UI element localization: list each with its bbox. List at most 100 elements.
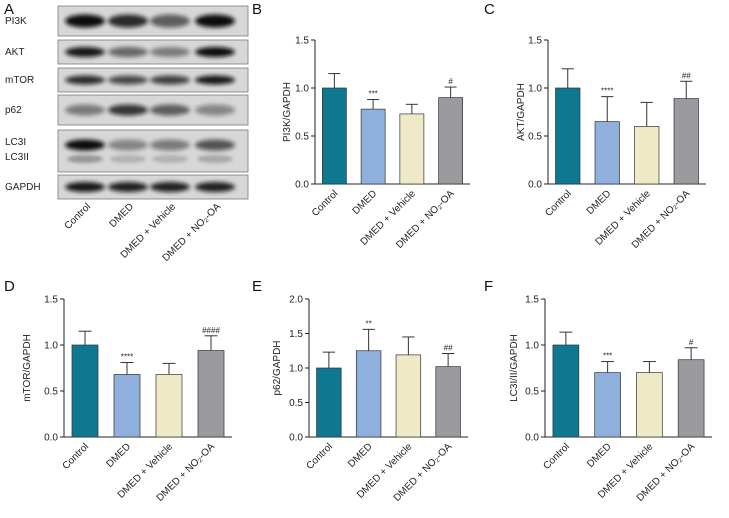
y-axis-label: AKT/GAPDH — [516, 83, 527, 141]
y-tick-label: 0.0 — [528, 180, 542, 191]
bar — [322, 87, 347, 185]
blot-band — [108, 47, 148, 57]
blot-band — [195, 104, 235, 116]
y-tick-label: 1.0 — [525, 341, 539, 352]
panel-letter-c: C — [484, 1, 495, 18]
significance-label: **** — [121, 352, 133, 361]
blot-band — [195, 47, 235, 57]
significance-label: # — [689, 338, 694, 347]
y-tick-label: 1.5 — [295, 36, 309, 47]
y-tick-label: 1.0 — [44, 341, 58, 352]
y-tick-label: 0.0 — [289, 433, 303, 444]
bar — [438, 97, 463, 185]
bar — [555, 87, 581, 185]
category-label: DMED — [585, 441, 614, 470]
significance-label: #### — [202, 326, 220, 335]
y-axis-label: p62/GAPDH — [272, 340, 283, 395]
bar — [636, 372, 663, 438]
y-axis-label: LC3I/II/GAPDH — [509, 334, 520, 402]
blot-row-label: GAPDH — [5, 182, 41, 193]
bar — [673, 98, 699, 185]
bar-chart-c: C0.00.51.01.5AKT/GAPDHControl****DMEDDME… — [484, 1, 706, 251]
blot-band — [108, 14, 148, 28]
blot-image — [57, 5, 249, 200]
blot-row-label: PI3K — [5, 16, 27, 27]
blot-band — [65, 104, 105, 116]
category-label: Control — [543, 188, 574, 219]
blot-row-label: LC3I — [5, 137, 26, 148]
y-axis-label: mTOR/GAPDH — [22, 334, 33, 402]
bar — [552, 344, 580, 438]
bar — [594, 121, 620, 185]
bar — [399, 113, 425, 185]
bar — [435, 366, 461, 438]
blot-row-labels: PI3K AKT mTOR p62 LC3I LC3II GAPDH — [5, 16, 41, 193]
blot-band — [108, 139, 148, 151]
significance-label: ## — [444, 344, 453, 353]
panel-letter-a: A — [4, 1, 14, 18]
bar — [677, 359, 705, 438]
bar — [594, 372, 621, 438]
bar-chart-b: B0.00.51.01.5PI3K/GAPDHControl***DMEDDME… — [252, 1, 470, 251]
bar-chart-e: E0.00.51.01.52.0p62/GAPDHControl**DMEDDM… — [252, 278, 468, 504]
y-tick-label: 1.0 — [289, 364, 303, 375]
blot-band — [65, 47, 105, 57]
y-tick-label: 2.0 — [289, 295, 303, 306]
blot-band — [195, 75, 235, 85]
blot-band — [150, 104, 190, 116]
bar-chart-d: D0.00.51.01.5mTOR/GAPDHControl****DMEDDM… — [4, 278, 232, 504]
y-tick-label: 0.5 — [525, 387, 539, 398]
significance-label: *** — [368, 90, 377, 99]
blot-band — [65, 75, 105, 85]
blot-band — [152, 155, 188, 163]
y-tick-label: 0.5 — [44, 387, 58, 398]
blot-row-label: p62 — [5, 105, 22, 116]
blot-band — [150, 47, 190, 57]
blot-band — [195, 182, 235, 192]
significance-label: ## — [682, 71, 691, 80]
category-label: Control — [310, 188, 341, 219]
bar — [395, 354, 422, 438]
blot-band — [108, 104, 148, 116]
y-tick-label: 1.5 — [289, 329, 303, 340]
y-tick-label: 1.0 — [528, 84, 542, 95]
significance-label: **** — [601, 87, 613, 96]
blot-band — [108, 75, 148, 85]
y-tick-label: 0.0 — [295, 180, 309, 191]
blot-lane-label: DMED — [108, 201, 137, 230]
y-tick-label: 0.5 — [289, 398, 303, 409]
blot-band — [150, 75, 190, 85]
y-tick-label: 1.5 — [528, 36, 542, 47]
blot-band — [197, 155, 233, 163]
blot-band — [150, 14, 190, 28]
category-label: Control — [541, 441, 572, 472]
blot-band — [65, 139, 105, 151]
category-label: DMED — [105, 441, 134, 470]
significance-label: *** — [603, 352, 612, 361]
y-tick-label: 0.0 — [525, 433, 539, 444]
blot-row-label: LC3II — [5, 152, 29, 163]
blot-band — [108, 182, 148, 192]
blot-band — [195, 139, 235, 151]
y-tick-label: 0.5 — [528, 132, 542, 143]
significance-label: # — [448, 77, 453, 86]
blot-band — [65, 182, 105, 192]
panel-a: A PI3K AKT mTOR p62 LC3I LC3II GAPDH Control DM… — [4, 1, 249, 264]
y-tick-label: 0.0 — [44, 433, 58, 444]
blot-band — [150, 182, 190, 192]
blot-band — [67, 155, 103, 163]
blot-band — [65, 14, 105, 28]
blot-band — [195, 14, 235, 28]
category-label: DMED — [351, 188, 380, 217]
category-label: Control — [61, 441, 92, 472]
blot-row-label: AKT — [5, 47, 24, 58]
bar — [71, 344, 99, 438]
blot-band — [110, 155, 146, 163]
category-label: DMED — [346, 441, 375, 470]
panel-letter-e: E — [252, 278, 262, 295]
y-tick-label: 1.5 — [525, 295, 539, 306]
blot-row-box — [57, 129, 249, 173]
bar — [113, 374, 141, 438]
category-label: DMED — [585, 188, 614, 217]
